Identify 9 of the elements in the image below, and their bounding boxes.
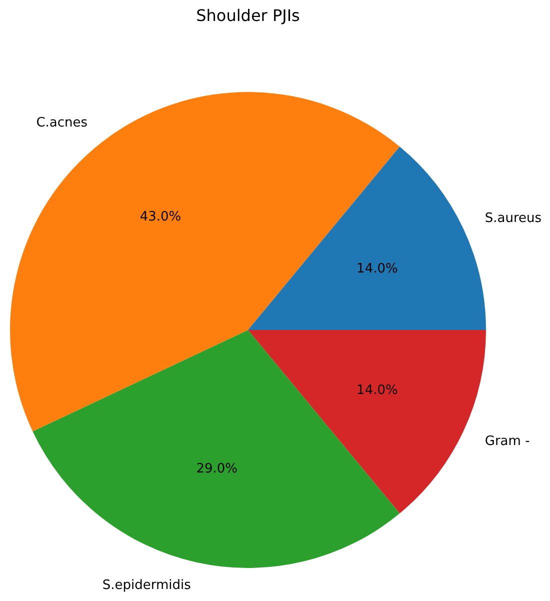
slice-label: S.epidermidis xyxy=(102,578,192,593)
data-label: 29.0% xyxy=(196,462,238,477)
data-label: 43.0% xyxy=(140,210,182,225)
data-label: 14.0% xyxy=(356,383,398,398)
chart-title: Shoulder PJIs xyxy=(196,6,300,26)
data-label: 14.0% xyxy=(356,262,398,277)
slice-label: Gram - xyxy=(484,434,530,449)
slice-label: C.acnes xyxy=(36,116,88,131)
slice-label: S.aureus xyxy=(484,210,542,226)
